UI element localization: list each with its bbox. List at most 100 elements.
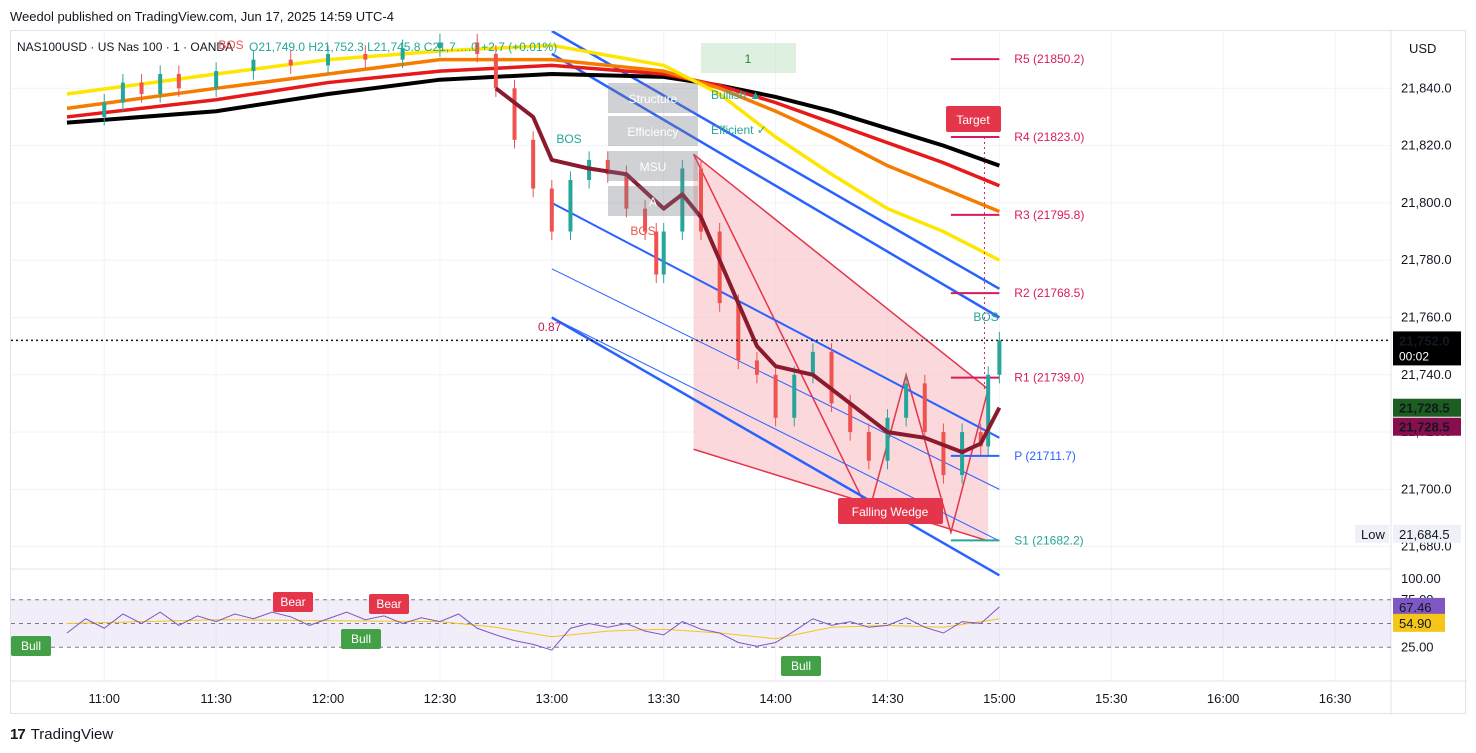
tradingview-brand[interactable]: TradingView [30,725,114,743]
price-tag [1393,398,1461,417]
price-tick: 21,800.0 [1401,195,1452,210]
candle-body [643,208,648,232]
candle-body [810,351,815,375]
candle-body [922,383,927,433]
rsi-tick: 100.00 [1401,571,1441,586]
candle-body [754,360,759,375]
candle-body [699,168,703,232]
price-tick: 21,820.0 [1401,138,1452,153]
price-tick: 21,840.0 [1401,80,1452,95]
rsi-line [66,606,1000,651]
price-tag-value: 21,728.5 [1399,401,1450,416]
candle-body [437,42,442,49]
footer: 17 TradingView [10,724,113,744]
candle-body [866,432,871,461]
publisher-caption: Weedol published on TradingView.com, Jun… [10,9,394,24]
candle-body [475,42,480,54]
candle-body [549,188,554,232]
wedge-upper-line [693,153,989,390]
signal-box-label: 1 [745,52,752,66]
time-tick: 16:00 [1207,691,1240,706]
kama-line [494,86,1002,455]
time-tick: 13:30 [647,691,680,706]
info-table-cell [608,116,698,146]
candle-body [214,71,219,89]
low-value-box [1393,524,1461,543]
candle-body [997,340,1002,375]
structure-value: Bullish ▲ [711,88,762,102]
candle-body [605,159,610,175]
info-table-label: Structure [629,92,678,106]
bos-label: BOS [973,310,998,324]
info-table-cell [608,83,698,113]
time-tick: 12:30 [424,691,457,706]
candle-body [904,383,909,418]
candle-body [680,168,685,232]
low-value: 21,684.5 [1399,527,1450,542]
rsi-value: 67.46 [1399,600,1432,615]
low-tag-box [1355,524,1389,543]
candle-body [158,73,163,95]
candle-body [363,53,368,60]
info-table-label: A [649,195,657,209]
bos-label: BOS [218,38,243,52]
price-tick: 21,760.0 [1401,309,1452,324]
candle-body [102,102,107,117]
candle-body [654,231,659,275]
candle-body [792,374,797,418]
candle-body [941,432,946,476]
rsi-signal-box [341,629,381,649]
currency-label: USD [1409,41,1436,56]
tradingview-logo-icon[interactable]: 17 [10,725,26,743]
candle-body [773,374,778,418]
price-tick: 21,780.0 [1401,252,1452,267]
efficiency-value: Efficient ✓ [711,123,767,137]
rsi-signal-label: Bear [376,597,401,611]
time-tick: 14:00 [759,691,792,706]
candle-body [531,139,536,189]
price-tick: 21,700.0 [1401,481,1452,496]
pivot-label: S1 (21682.2) [1014,533,1083,547]
regression-channel-line [551,316,1001,577]
candle-body [829,351,834,404]
info-table-label: Efficiency [627,125,678,139]
candle-body [624,174,629,209]
wedge-callout-box [838,498,943,524]
info-table-label: MSU [640,160,667,174]
rsi-ma-value: 54.90 [1399,616,1432,631]
rsi-signal-box [273,592,313,612]
candle-body [288,59,293,66]
wedge-callout-label: Falling Wedge [852,505,929,519]
info-table-cell [608,186,698,216]
time-tick: 11:30 [200,691,232,706]
rsi-value-tag [1393,597,1445,616]
candle-body [139,82,144,95]
last-price-value: 21,752.0 [1399,333,1450,348]
rsi-signal-label: Bull [791,659,811,673]
candle-body [736,303,741,361]
rsi-tick: 25.00 [1401,639,1434,654]
candle-body [512,88,517,140]
candle-body [326,53,331,66]
chart-frame[interactable]: R5 (21850.2) R4 (21823.0) R3 (21795.8) R2 (… [10,30,1467,715]
regression-channel-line [551,52,1001,319]
chart-canvas[interactable]: R5 (21850.2) R4 (21823.0) R3 (21795.8) R2 (… [11,31,1467,715]
price-tick: 21,740.0 [1401,367,1452,382]
bos-label: BOS [630,224,655,238]
last-price-tag [1393,331,1461,366]
candle-body [176,73,181,89]
rsi-signal-box [11,636,51,656]
ema-line-ema20 [66,43,1001,262]
ohlc-legend: O21,749.0 H21,752.3 L21,745.8 C21,7….0 +… [249,40,557,54]
rsi-signal-box [781,656,821,676]
time-tick: 16:30 [1319,691,1352,706]
ratio-label: 0.87 [538,320,562,334]
info-table-cell [608,151,698,181]
target-callout-box [946,106,1001,132]
candle-body [885,417,890,461]
rsi-signal-label: Bull [351,632,371,646]
rsi-ma-line [66,618,1000,640]
pivot-label: R2 (21768.5) [1014,286,1084,300]
candle-body [661,231,666,275]
candle-body [986,374,991,447]
